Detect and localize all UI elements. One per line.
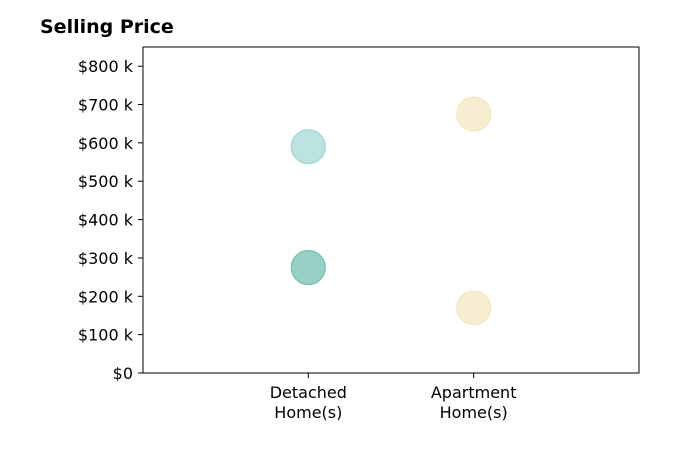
data-point <box>290 129 326 165</box>
y-tick-label: $400 k <box>78 211 134 230</box>
data-point <box>456 96 492 132</box>
data-point <box>290 249 326 286</box>
chart-title: Selling Price <box>40 16 174 38</box>
y-tick-label: $500 k <box>78 172 134 191</box>
y-tick-label: $100 k <box>78 326 134 345</box>
y-axis: $0 $100 k $200 k $300 k $400 k $500 k $600 k $7… <box>78 57 143 383</box>
y-tick-label: $300 k <box>78 249 134 268</box>
x-tick-label: Home(s) <box>274 403 342 422</box>
y-tick-label: $200 k <box>78 287 134 306</box>
data-point <box>456 290 492 326</box>
y-tick-label: $800 k <box>78 57 134 76</box>
x-tick-label: Home(s) <box>440 403 508 422</box>
x-tick-label: Detached <box>270 383 347 402</box>
y-tick-label: $700 k <box>78 96 134 115</box>
y-tick-label: $0 <box>113 364 133 383</box>
plot-area-frame <box>142 46 640 374</box>
data-points <box>290 96 492 326</box>
y-tick-label: $600 k <box>78 134 134 153</box>
x-tick-label: Apartment <box>431 383 517 402</box>
